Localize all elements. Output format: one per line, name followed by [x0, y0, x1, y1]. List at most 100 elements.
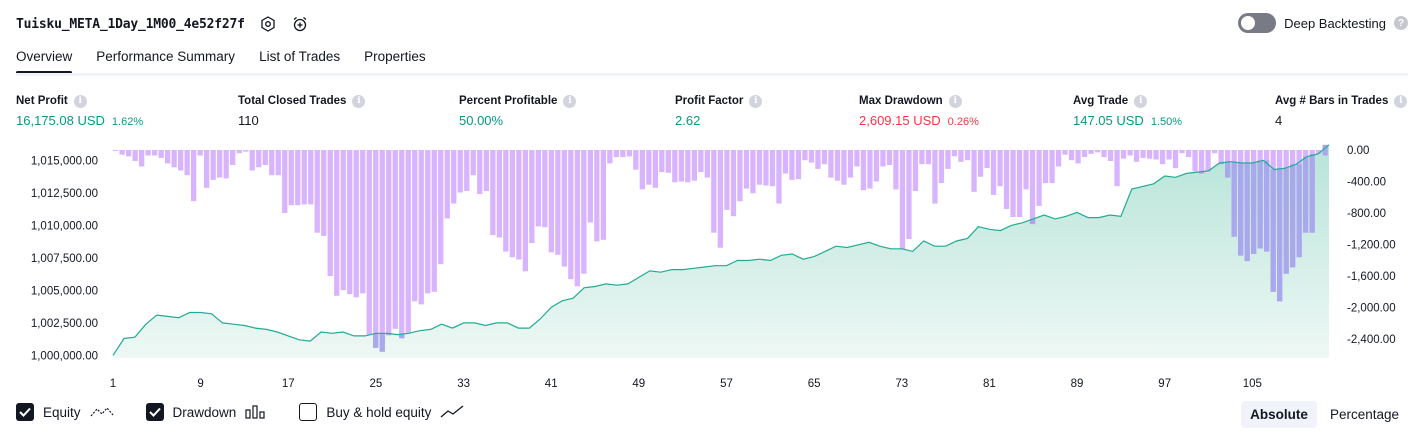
equity-checkbox[interactable]	[16, 403, 34, 421]
drawdown-bar	[132, 150, 138, 161]
tab-performance-summary[interactable]: Performance Summary	[96, 49, 236, 64]
drawdown-bar	[217, 150, 223, 178]
drawdown-bar	[1133, 150, 1140, 162]
drawdown-bar	[379, 150, 385, 352]
left-axis-tick: 1,007,500.00	[31, 253, 98, 265]
info-icon[interactable]: i	[73, 94, 87, 108]
drawdown-bar	[1153, 150, 1159, 160]
drawdown-bar	[1081, 150, 1088, 158]
buy-hold-checkbox[interactable]	[299, 403, 318, 421]
x-axis-tick: 17	[282, 378, 295, 390]
metric-value: 110	[238, 113, 259, 128]
drawdown-bar	[262, 150, 268, 165]
legend-buy-hold[interactable]: Buy & hold equity	[299, 403, 464, 421]
drawdown-bar	[854, 150, 860, 167]
info-icon[interactable]: i	[352, 94, 366, 108]
drawdown-bar	[496, 150, 502, 238]
info-icon[interactable]: i	[563, 94, 577, 108]
drawdown-bar	[971, 150, 977, 192]
x-axis-tick: 33	[457, 378, 470, 390]
metric-net-profit: Net Profit i 16,175.08 USD 1.62%	[16, 93, 143, 129]
tab-list-of-trades[interactable]: List of Trades	[259, 49, 341, 64]
drawdown-bar	[1205, 150, 1211, 172]
metric-total-closed-trades: Total Closed Trades i 110	[238, 93, 366, 129]
drawdown-bar	[113, 150, 119, 151]
drawdown-bar	[1016, 150, 1023, 217]
drawdown-bar	[1075, 150, 1081, 164]
x-axis-tick: 81	[983, 378, 996, 390]
drawdown-bar	[126, 150, 132, 157]
x-axis-tick: 57	[720, 378, 733, 390]
metric-percent: 1.62%	[111, 116, 144, 128]
drawdown-bar-overlap	[1218, 163, 1224, 165]
drawdown-bar	[795, 150, 802, 180]
drawdown-bar	[204, 150, 210, 188]
equity-drawdown-chart[interactable]: 1,015,000.00 1,012,500.00 1,010,000.00 1,00…	[0, 140, 1424, 395]
metric-max-drawdown: Max Drawdown i 2,609.15 USD 0.26%	[859, 93, 979, 129]
drawdown-bar	[756, 150, 763, 185]
drawdown-bar	[958, 150, 964, 162]
x-axis-tick: 41	[545, 378, 558, 390]
report-header: Tuisku_META_1Day_1M00_4e52f27f	[16, 12, 309, 36]
drawdown-bar	[581, 150, 587, 274]
legend-drawdown[interactable]: Drawdown	[145, 403, 268, 421]
drawdown-bar	[808, 150, 815, 163]
drawdown-bar	[1088, 150, 1094, 154]
absolute-button[interactable]: Absolute	[1241, 401, 1317, 428]
drawdown-bar	[275, 150, 281, 176]
alarm-add-icon[interactable]	[291, 15, 309, 33]
x-axis-tick: 89	[1071, 378, 1084, 390]
strategy-name: Tuisku_META_1Day_1M00_4e52f27f	[16, 16, 245, 32]
drawdown-bar	[392, 150, 398, 329]
settings-hex-icon[interactable]	[259, 15, 277, 33]
legend-equity[interactable]: Equity	[16, 403, 114, 421]
tab-overview[interactable]: Overview	[16, 46, 84, 74]
metric-value: 2.62	[675, 113, 701, 128]
drawdown-bar	[828, 150, 834, 178]
x-axis-tick: 97	[1158, 378, 1171, 390]
drawdown-bar-overlap	[1198, 172, 1205, 174]
help-icon[interactable]: ?	[1394, 16, 1408, 30]
drawdown-bar	[483, 150, 489, 191]
drawdown-bar	[223, 150, 229, 179]
drawdown-checkbox[interactable]	[145, 403, 164, 421]
drawdown-bar-overlap	[386, 333, 392, 336]
metric-value: 16,175.08 USD	[16, 113, 105, 128]
drawdown-bar	[119, 150, 125, 155]
drawdown-bar	[184, 150, 190, 176]
tab-properties[interactable]: Properties	[364, 49, 426, 64]
info-icon[interactable]: i	[749, 94, 763, 108]
drawdown-bar	[1212, 150, 1218, 154]
drawdown-bar	[691, 150, 697, 181]
right-axis-tick: -2,400.00	[1347, 334, 1396, 346]
metrics-row: Net Profit i 16,175.08 USD 1.62% Total Clo…	[16, 93, 1408, 133]
metric-profit-factor: Profit Factor i 2.62	[675, 93, 763, 129]
drawdown-bar	[425, 150, 431, 294]
info-icon[interactable]: i	[1394, 94, 1408, 108]
info-icon[interactable]: i	[1134, 94, 1148, 108]
info-icon[interactable]: i	[948, 94, 962, 108]
drawdown-bar	[197, 150, 203, 156]
drawdown-bar	[191, 150, 197, 202]
drawdown-bar	[743, 150, 750, 189]
drawdown-bar	[1179, 150, 1185, 154]
drawdown-bar	[542, 150, 548, 228]
drawdown-bar	[626, 150, 632, 157]
percentage-button[interactable]: Percentage	[1329, 407, 1399, 422]
drawdown-bar	[535, 150, 541, 227]
right-axis-tick: -800.00	[1347, 208, 1386, 220]
drawdown-bar	[561, 150, 567, 267]
drawdown-bar	[782, 150, 789, 174]
drawdown-bar-overlap	[373, 333, 379, 348]
metric-avg-bars-in-trades: Avg # Bars in Trades i 4	[1275, 93, 1408, 129]
drawdown-bar	[327, 150, 333, 277]
drawdown-bar	[373, 150, 379, 348]
deep-backtesting-toggle[interactable]	[1238, 13, 1277, 33]
drawdown-bar-overlap	[1264, 160, 1270, 252]
drawdown-bar	[652, 150, 658, 188]
drawdown-bar	[600, 150, 606, 240]
right-axis-tick: 0.00	[1347, 145, 1369, 157]
drawdown-bar	[990, 150, 997, 195]
drawdown-bar	[249, 150, 255, 171]
drawdown-bar	[412, 150, 418, 302]
